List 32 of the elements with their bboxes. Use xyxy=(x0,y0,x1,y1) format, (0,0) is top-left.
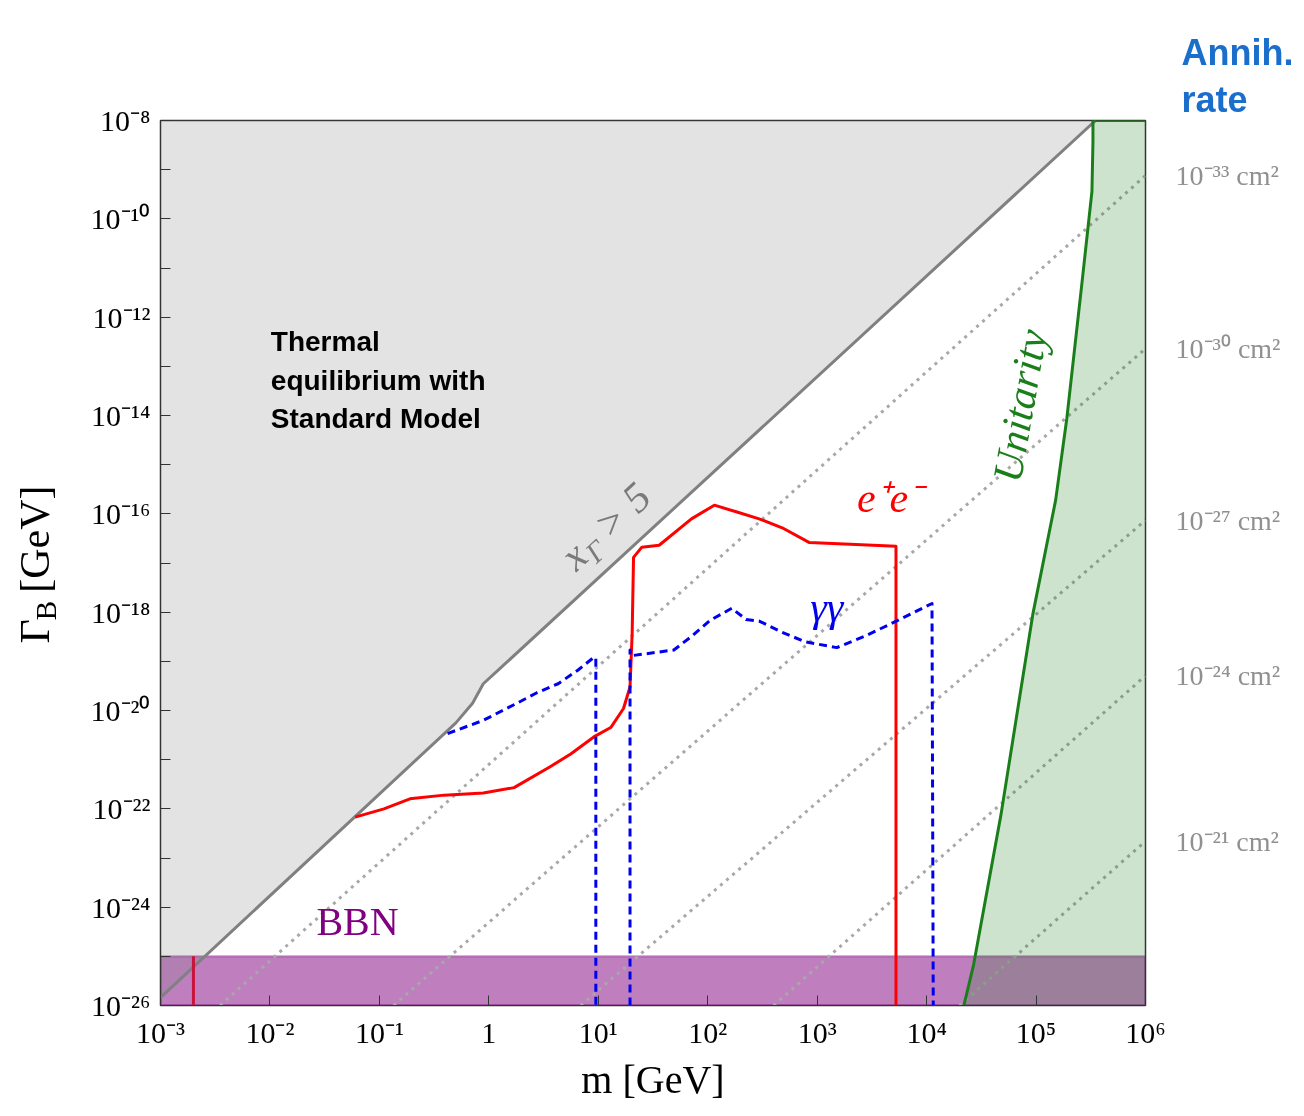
text: Annih. rate xyxy=(1181,32,1294,121)
x-tick-label: 10⁻¹ xyxy=(354,1015,404,1049)
y-tick-label: 10⁻²⁰ xyxy=(90,694,151,727)
text: 10⁻²¹ cm² xyxy=(1175,825,1279,857)
series-label: e⁺e⁻ xyxy=(856,474,929,521)
band-label: BBN xyxy=(316,899,399,945)
y-tick-label: 10⁻²² xyxy=(92,792,151,826)
y-tick-label: 10⁻¹⁸ xyxy=(91,595,151,629)
y-tick-label: 10⁻¹⁰ xyxy=(90,202,151,236)
x-tick-label: 10⁶ xyxy=(1125,1015,1166,1049)
x-tick-label: 10¹ xyxy=(578,1015,618,1049)
x-tick-label: 10³ xyxy=(797,1015,837,1049)
y-tick-label: 10⁻⁸ xyxy=(100,104,151,137)
text: Unitarity xyxy=(983,325,1057,486)
text: 10⁻²⁴ cm² xyxy=(1175,660,1281,692)
x-tick-label: 10⁵ xyxy=(1015,1015,1057,1049)
text: 10⁻³⁰ cm² xyxy=(1175,333,1281,365)
y-axis-title: ΓB [GeV] xyxy=(11,485,63,644)
x-tick-label: 1 xyxy=(481,1015,497,1049)
y-tick-label: 10⁻¹⁶ xyxy=(91,497,151,531)
text: xΓ > 5 xyxy=(550,473,660,580)
y-tick-label: 10⁻¹² xyxy=(92,300,151,334)
y-tick-label: 10⁻²⁴ xyxy=(91,890,151,924)
series-label: γγ xyxy=(810,584,845,631)
x-tick-label: 10⁴ xyxy=(906,1015,947,1049)
annotation: Thermal equilibrium with Standard Model xyxy=(270,325,486,435)
text: 10⁻²⁷ cm² xyxy=(1175,504,1281,536)
x-tick-label: 10² xyxy=(688,1015,728,1049)
y-tick-label: 10⁻¹⁴ xyxy=(91,399,151,432)
x-tick-label: 10⁻² xyxy=(245,1015,295,1049)
text: 10⁻³³ cm² xyxy=(1175,160,1279,192)
x-axis-title: m [GeV] xyxy=(581,1056,725,1102)
